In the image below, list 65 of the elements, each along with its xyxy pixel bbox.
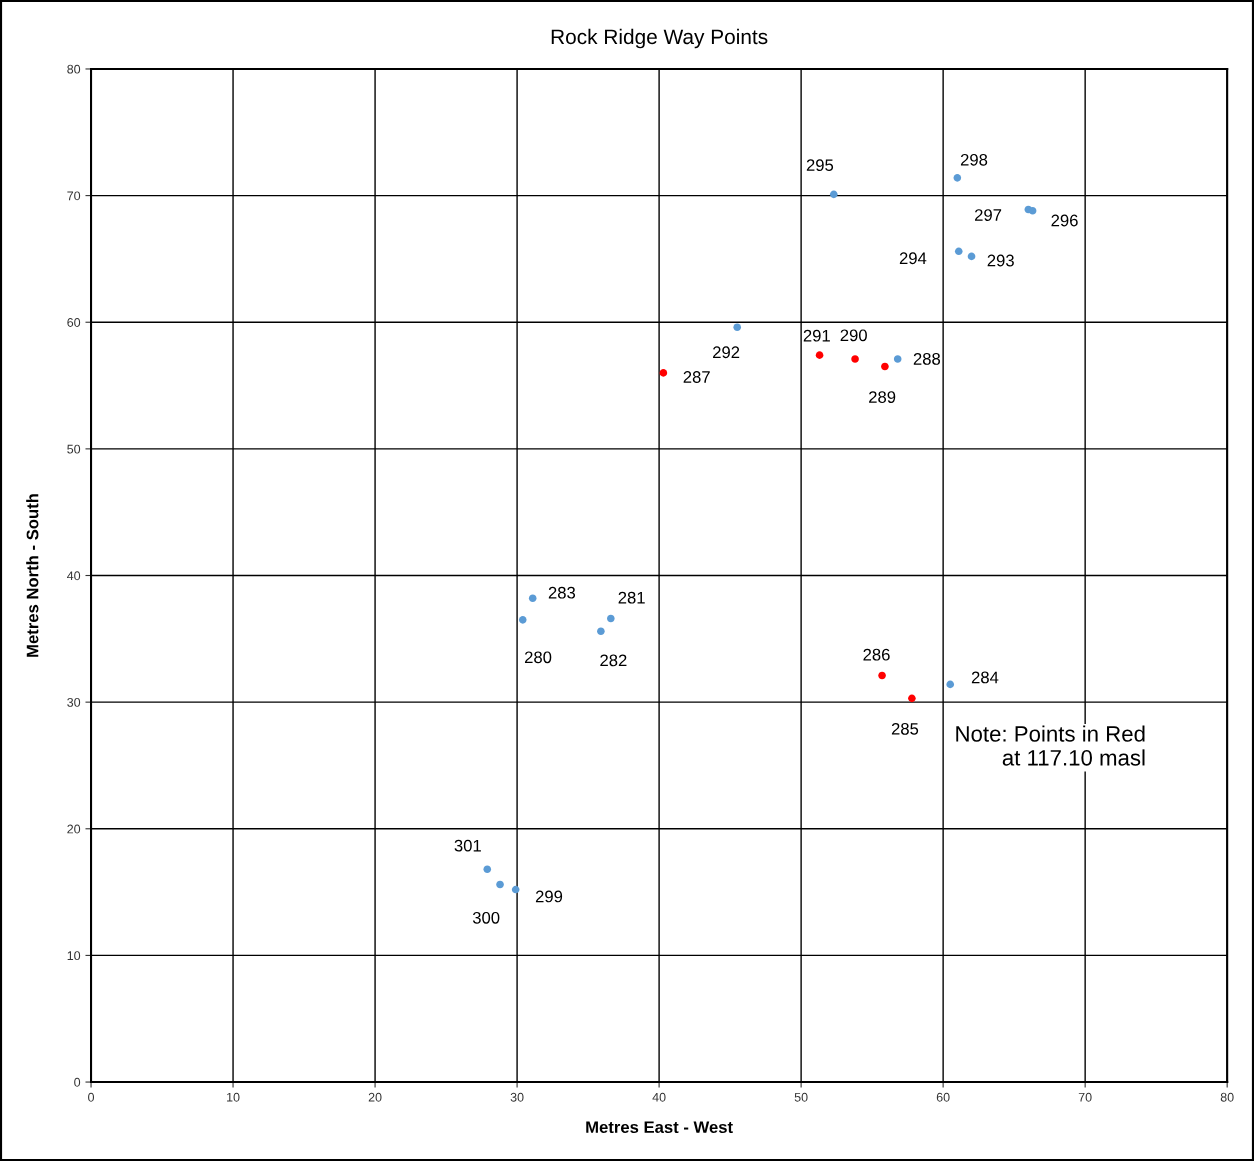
point [597, 627, 605, 636]
point [607, 614, 615, 623]
point [851, 355, 859, 363]
point [908, 694, 916, 703]
x-tick-label: 20 [368, 1092, 382, 1102]
x-tick-label: 80 [1220, 1092, 1234, 1102]
x-tick-label: 50 [794, 1092, 808, 1102]
point [733, 323, 742, 332]
annotation: 292 [713, 346, 740, 359]
point [518, 616, 527, 624]
annotation: 285 [891, 722, 919, 735]
point [496, 880, 504, 889]
annotation: 287 [683, 371, 710, 383]
annotation: 280 [524, 651, 552, 664]
annotation: 299 [535, 890, 563, 903]
point [659, 369, 668, 377]
point [881, 362, 889, 371]
y-tick-label: 0 [74, 1077, 81, 1087]
y-tick-label: 80 [67, 64, 81, 74]
y-tick-label: 40 [67, 571, 81, 581]
x-tick-label: 10 [227, 1092, 240, 1102]
y-tick-label: 60 [67, 318, 81, 327]
y-tick-label: 70 [67, 191, 81, 201]
annotation: 290 [840, 329, 867, 342]
point [953, 174, 962, 182]
annotation: 281 [618, 591, 645, 604]
annotation: 297 [975, 209, 1002, 221]
annotation: 288 [913, 353, 941, 365]
annotation: 296 [1051, 214, 1078, 227]
annotation: Note: Points in Red at 117.10 masl [956, 725, 1145, 766]
y-axis-title: Metres North - South [26, 494, 39, 657]
point [878, 671, 886, 680]
annotation: 301 [454, 839, 481, 852]
x-axis-title: Metres East - West [586, 1121, 733, 1134]
x-tick-label: 60 [936, 1092, 950, 1102]
point [954, 247, 963, 256]
x-tick-label: 70 [1078, 1092, 1092, 1102]
point [829, 190, 838, 199]
annotation: 294 [899, 252, 927, 265]
annotation: 298 [960, 153, 988, 166]
point [483, 865, 492, 874]
point [528, 594, 537, 603]
point [967, 252, 976, 261]
y-tick-label: 10 [67, 951, 81, 961]
annotation: 295 [806, 159, 834, 172]
annotation: 291 [803, 329, 830, 342]
y-tick-label: 50 [67, 444, 81, 454]
annotation: 300 [472, 911, 500, 924]
point [893, 355, 902, 363]
y-tick-label: 20 [67, 824, 81, 834]
y-tick-label: 30 [67, 697, 81, 707]
annotation: 293 [987, 254, 1014, 267]
x-tick-label: 40 [652, 1092, 666, 1102]
annotation: 289 [869, 391, 896, 403]
point [1028, 206, 1037, 215]
x-tick-label: 0 [88, 1092, 95, 1102]
x-tick-label: 30 [510, 1092, 524, 1102]
point [946, 680, 955, 689]
point [511, 885, 520, 894]
annotation: 286 [863, 648, 890, 661]
point [815, 351, 824, 359]
chart-title: Rock Ridge Way Points [551, 28, 768, 49]
annotation: 283 [548, 586, 576, 599]
annotation: 284 [971, 671, 999, 684]
annotation: 282 [600, 654, 627, 667]
